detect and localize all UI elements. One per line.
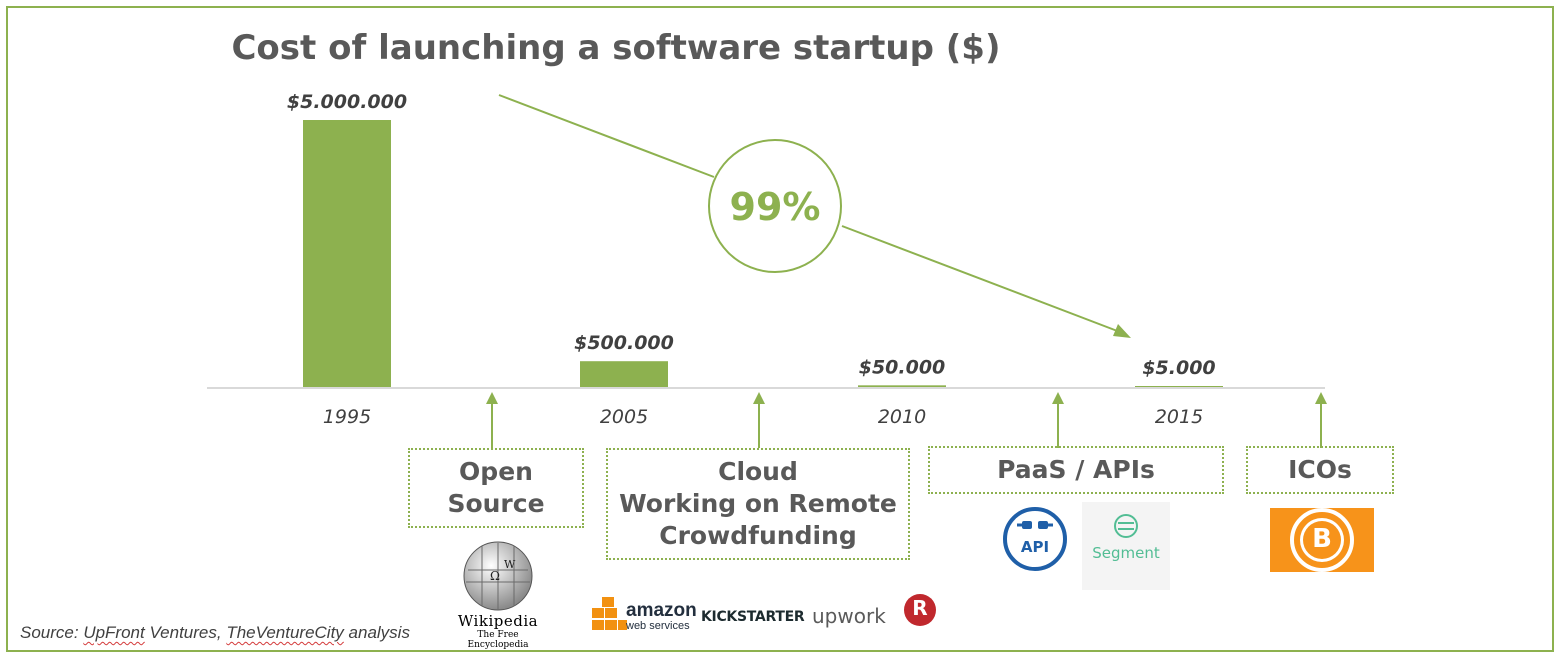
- connector-arrow-icon-1: [486, 392, 498, 404]
- bitcoin-logo: B: [1270, 508, 1374, 572]
- tick-label-1995: 1995: [323, 406, 371, 428]
- annotation-circle: [708, 139, 842, 273]
- segment-logo: Segment: [1082, 502, 1170, 590]
- driver-box-paas-apis: PaaS / APIs: [928, 446, 1224, 494]
- source-analysis: analysis: [343, 623, 410, 642]
- source-theventurecity: TheVentureCity: [226, 623, 344, 642]
- segment-mark-icon: [1114, 514, 1138, 538]
- data-label-2005: $500.000: [574, 332, 674, 354]
- driver-box-cloud: Cloud Working on Remote Crowdfunding: [606, 448, 910, 560]
- data-label-2015: $5.000: [1142, 357, 1215, 379]
- source-upfront: UpFront: [83, 623, 145, 642]
- aws-logo: amazon web services: [590, 596, 697, 638]
- trend-line-lower: [841, 225, 1121, 333]
- svg-text:W: W: [504, 558, 516, 571]
- source-prefix: Source:: [20, 623, 84, 642]
- data-label-1995: $5.000.000: [287, 91, 407, 113]
- connector-arrow-icon-2: [753, 392, 765, 404]
- kickstarter-logo: KICKSTARTER: [701, 609, 805, 625]
- bitcoin-icon: [1290, 508, 1354, 572]
- api-label: API: [1020, 538, 1050, 556]
- trend-line-upper: [498, 94, 715, 178]
- driver-box-icos: ICOs: [1246, 446, 1394, 494]
- api-plug-icon: [1003, 507, 1067, 571]
- bar-2005: [580, 361, 668, 388]
- rocket-r-logo: R: [900, 592, 940, 632]
- wikipedia-globe-icon: Ω W: [463, 541, 533, 611]
- source-ventures: Ventures,: [144, 623, 227, 642]
- connector-arrow-icon-3: [1052, 392, 1064, 404]
- wikipedia-logo: Ω W Wikipedia The Free Encyclopedia: [446, 540, 550, 650]
- bar-2010: [858, 385, 946, 388]
- wikipedia-tagline: The Free Encyclopedia: [467, 630, 529, 650]
- connector-arrow-icon-4: [1315, 392, 1327, 404]
- segment-label: Segment: [1092, 544, 1160, 562]
- tick-label-2005: 2005: [600, 406, 648, 428]
- annotation-percent: 99%: [730, 185, 821, 229]
- svg-text:Ω: Ω: [490, 569, 500, 583]
- data-label-2010: $50.000: [859, 356, 946, 378]
- bar-1995: [303, 120, 391, 388]
- wikipedia-wordmark: Wikipedia: [457, 612, 539, 630]
- tick-label-2010: 2010: [878, 406, 926, 428]
- chart-title: Cost of launching a software startup ($): [231, 28, 1001, 68]
- aws-subtitle: web services: [626, 620, 690, 632]
- upwork-logo: upwork: [812, 604, 886, 628]
- api-logo: API: [1002, 506, 1068, 572]
- aws-boxes-icon: [592, 597, 627, 630]
- bitcoin-letter: B: [1312, 524, 1332, 554]
- chart-frame: [6, 6, 1554, 652]
- rocket-r-icon: [904, 594, 936, 626]
- aws-wordmark: amazon: [626, 600, 697, 621]
- tick-label-2015: 2015: [1155, 406, 1203, 428]
- rocket-r-letter: R: [912, 596, 928, 620]
- driver-box-open-source: Open Source: [408, 448, 584, 528]
- source-note: Source: UpFront Ventures, TheVentureCity…: [20, 623, 410, 643]
- trend-arrowhead-icon: [1113, 324, 1131, 338]
